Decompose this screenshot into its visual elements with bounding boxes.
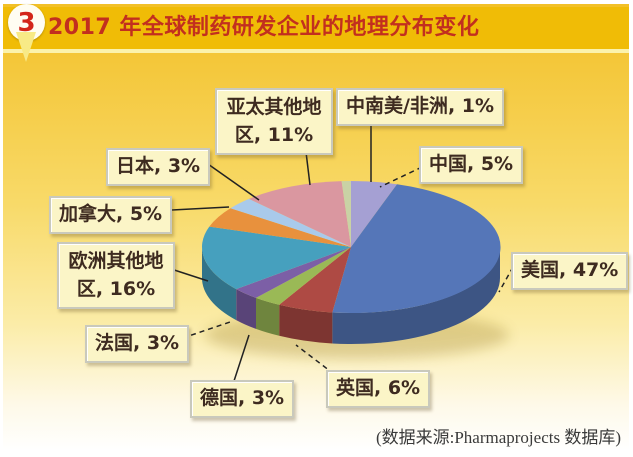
leader-line-germany bbox=[233, 334, 250, 382]
pie-chart bbox=[3, 4, 633, 457]
label-usa: 美国, 47% bbox=[511, 252, 629, 290]
pie-side-德国 bbox=[256, 297, 280, 336]
pie-side-美国 bbox=[332, 247, 500, 345]
pie-slice-日本 bbox=[230, 198, 351, 247]
pie-slice-中国 bbox=[351, 180, 397, 247]
label-germany: 德国, 3% bbox=[190, 380, 295, 418]
leader-line-china bbox=[379, 166, 423, 188]
pie-slice-中南美/非洲 bbox=[341, 180, 351, 247]
pie-slice-德国 bbox=[256, 247, 351, 305]
label-apac-other: 亚太其他地区, 11% bbox=[215, 88, 333, 156]
pie-slice-法国 bbox=[236, 247, 351, 298]
pie-slice-亚太其他地区 bbox=[249, 181, 351, 247]
pie-slice-英国 bbox=[279, 247, 351, 313]
page-title: 2017 年全球制药研发企业的地理分布变化 bbox=[48, 15, 480, 40]
label-latam-africa: 中南美/非洲, 1% bbox=[336, 88, 505, 126]
pie-slice-加拿大 bbox=[209, 208, 351, 247]
leader-line-apac-other bbox=[305, 151, 311, 186]
label-uk: 英国, 6% bbox=[326, 370, 431, 408]
pie-slice-美国 bbox=[332, 184, 501, 314]
label-china: 中国, 5% bbox=[419, 146, 524, 184]
pie-side-法国 bbox=[236, 289, 256, 329]
label-europe-other: 欧洲其他地区, 16% bbox=[57, 242, 175, 310]
band-divider bbox=[3, 49, 629, 53]
title-band: 2017 年全球制药研发企业的地理分布变化 bbox=[3, 7, 629, 49]
label-canada: 加拿大, 5% bbox=[49, 196, 173, 234]
label-japan: 日本, 3% bbox=[106, 148, 211, 186]
pie-slice-欧洲其他地区 bbox=[201, 226, 351, 290]
chart-stage: 2017 年全球制药研发企业的地理分布变化 3 bbox=[3, 4, 629, 449]
leader-line-uk bbox=[295, 344, 335, 375]
pie-side-英国 bbox=[279, 304, 333, 344]
label-france: 法国, 3% bbox=[85, 325, 190, 363]
leader-line-usa bbox=[498, 266, 514, 293]
section-number: 3 bbox=[17, 7, 36, 38]
section-number-badge: 3 bbox=[8, 4, 45, 62]
data-source-note: (数据来源:Pharmaprojects 数据库) bbox=[375, 428, 621, 447]
pie-side-欧洲其他地区 bbox=[201, 247, 237, 321]
